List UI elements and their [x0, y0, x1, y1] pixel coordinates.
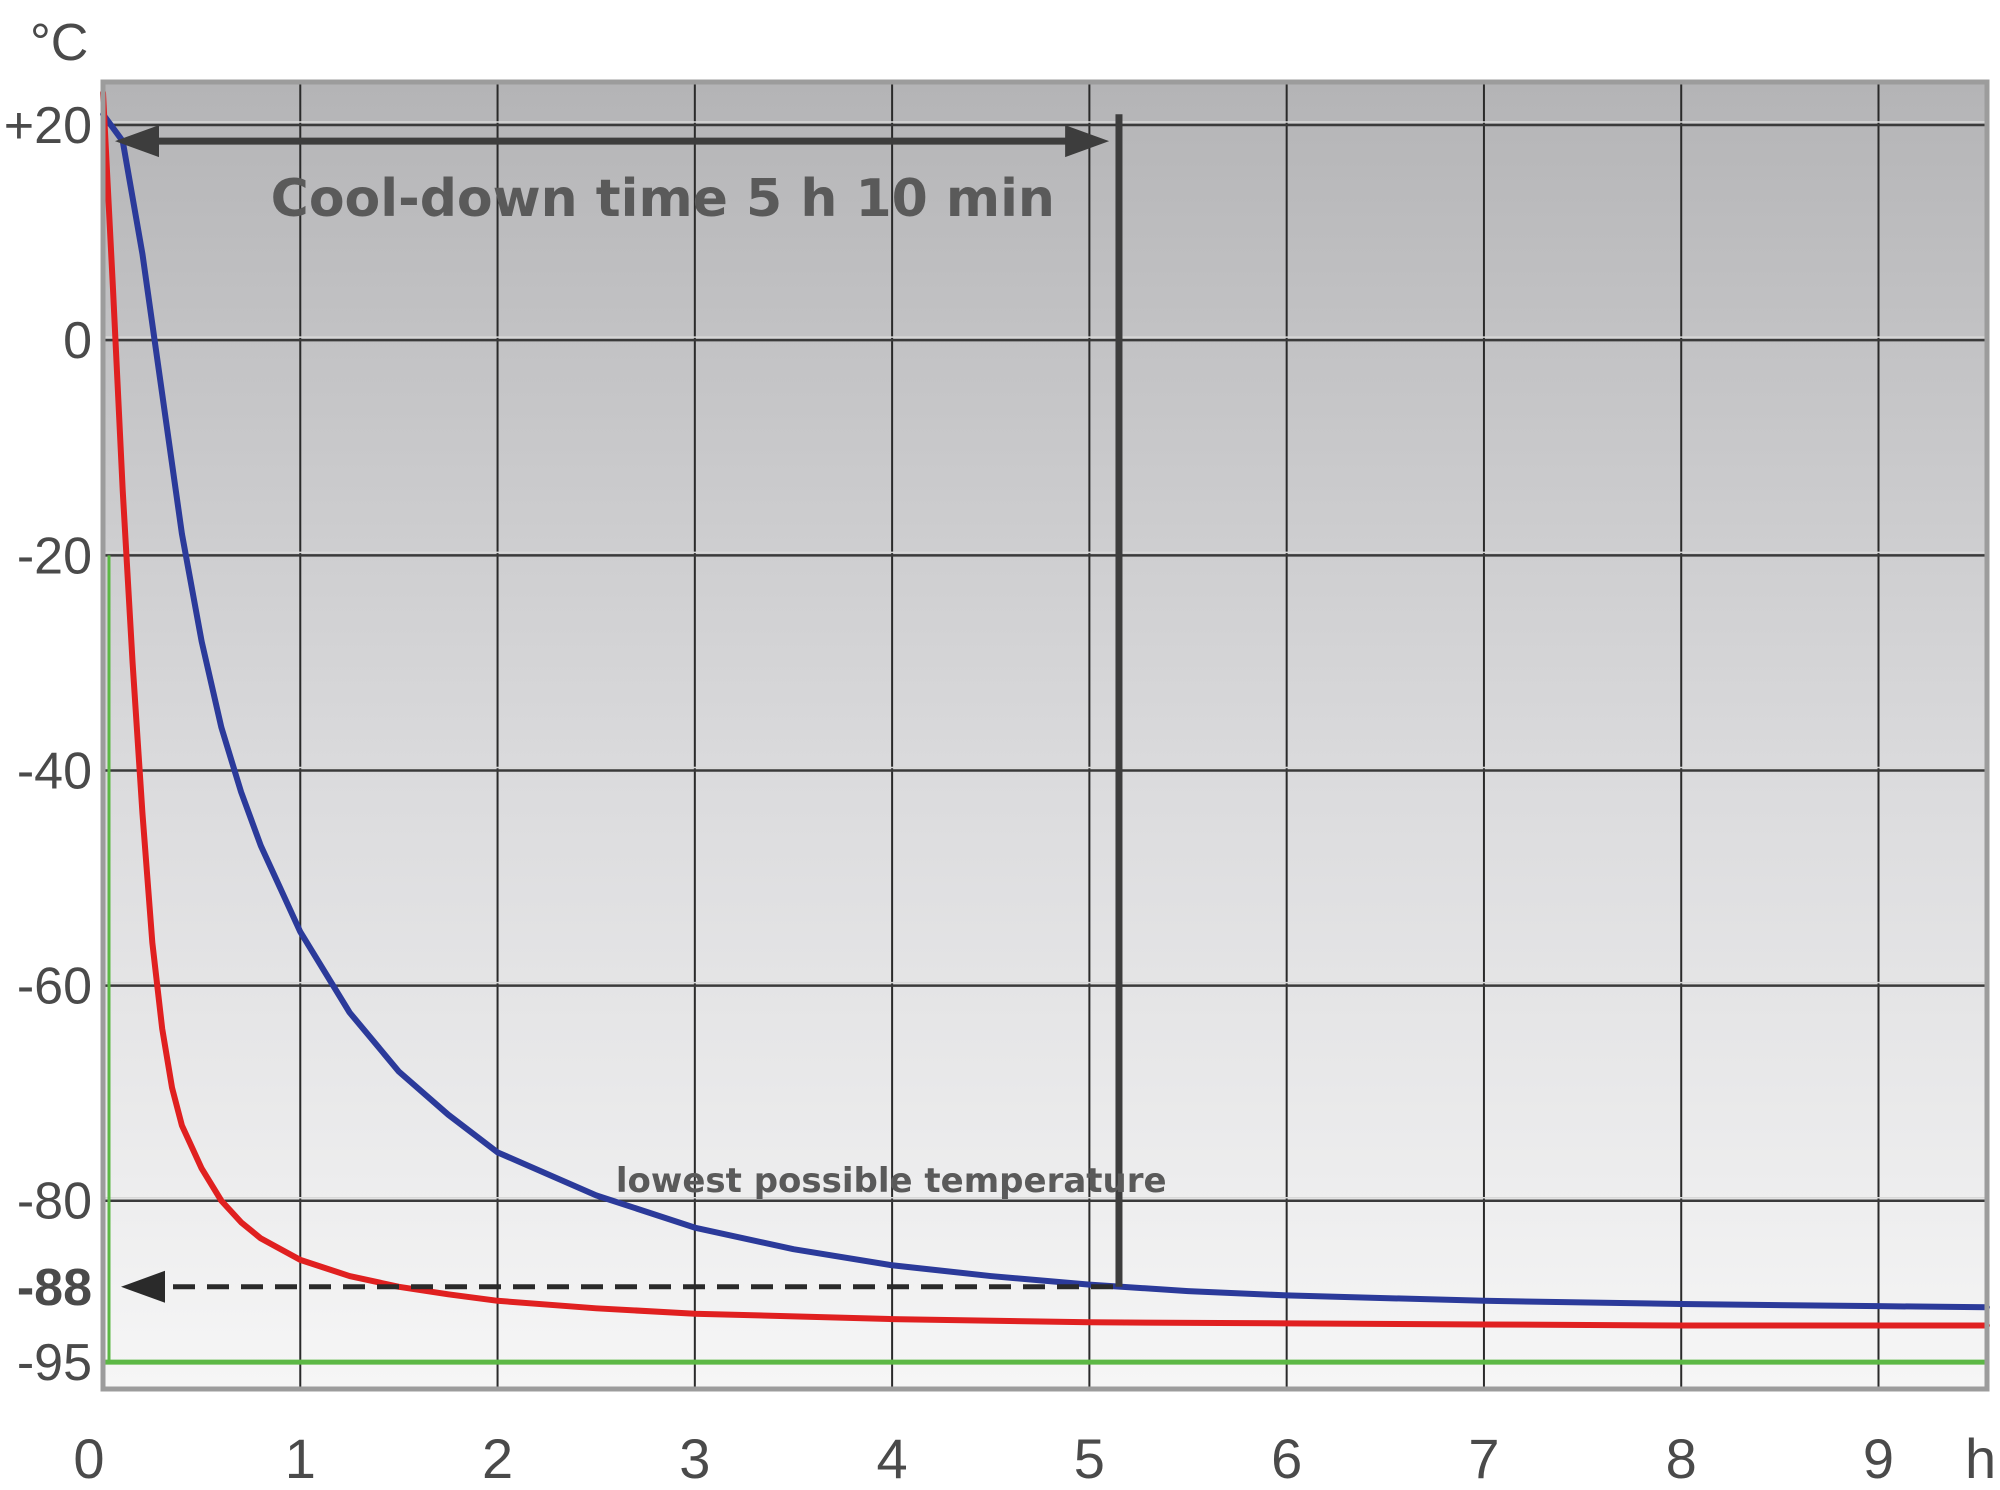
lowest-temp-arrow-head	[121, 1270, 165, 1303]
y-tick-label-highlight: -88	[17, 1259, 92, 1317]
x-tick-label: 0	[73, 1427, 104, 1490]
x-tick-label: 5	[1074, 1427, 1105, 1490]
x-tick-label: 6	[1271, 1427, 1302, 1490]
x-unit-label: h	[1965, 1427, 1996, 1490]
x-tick-label: 9	[1863, 1427, 1894, 1490]
x-tick-label: 2	[482, 1427, 513, 1490]
plot-background	[103, 82, 1987, 1389]
x-tick-label: 7	[1468, 1427, 1499, 1490]
x-axis-ticks: 0 1 2 3 4 5 6 7 8 9	[73, 1427, 1894, 1490]
y-tick-label: -60	[17, 958, 92, 1016]
y-tick-label: -95	[17, 1334, 92, 1392]
series-line-1	[100, 111, 1990, 1311]
lowest-temp-label: lowest possible temperature	[616, 1161, 1167, 1201]
y-tick-label: -40	[17, 742, 92, 800]
y-tick-label: 0	[63, 312, 92, 370]
y-tick-label: -80	[17, 1173, 92, 1231]
series-lines	[100, 89, 1990, 1365]
x-tick-label: 1	[285, 1427, 316, 1490]
annotations: Cool-down time 5 h 10 min lowest possible…	[115, 114, 1167, 1303]
y-tick-label: +20	[4, 97, 92, 155]
cooldown-arrow-head-right	[1065, 125, 1110, 158]
y-unit-label: °C	[30, 14, 88, 72]
x-tick-label: 8	[1666, 1427, 1697, 1490]
grid	[103, 82, 1987, 1389]
cooldown-arrow-head-left	[115, 125, 159, 158]
x-tick-label: 3	[679, 1427, 710, 1490]
plot-frame	[100, 79, 1990, 1392]
y-tick-label: -20	[17, 527, 92, 585]
series-line-2	[100, 89, 1990, 1329]
y-axis-ticks: +20 0 -20 -40 -60 -80 -95 -88	[4, 97, 92, 1392]
x-tick-label: 4	[877, 1427, 908, 1490]
cooldown-label: Cool-down time 5 h 10 min	[271, 169, 1055, 229]
